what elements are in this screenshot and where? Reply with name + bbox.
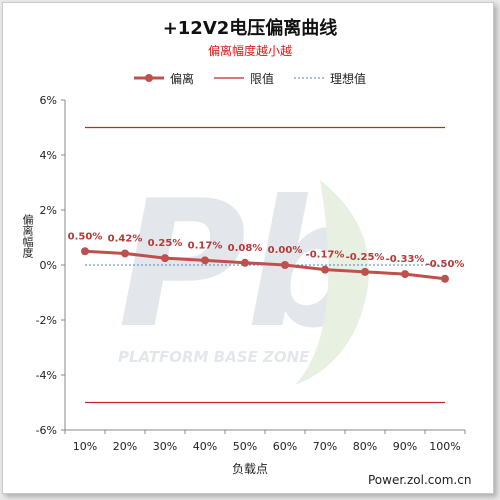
- x-tick-label: 100%: [429, 440, 460, 453]
- x-tick-label: 10%: [73, 440, 97, 453]
- y-tick-label: 6%: [40, 94, 57, 107]
- x-tick-label: 70%: [313, 440, 337, 453]
- x-tick-label: 40%: [193, 440, 217, 453]
- legend-label-ideal: 理想值: [330, 71, 367, 86]
- chart-subtitle: 偏离幅度越小越: [207, 44, 292, 58]
- x-tick-label: 60%: [273, 440, 297, 453]
- y-tick-label: -4%: [36, 369, 57, 382]
- x-tick-label: 90%: [393, 440, 417, 453]
- footer-site-text: Power.zol.com.cn: [368, 473, 472, 487]
- legend-item-limit: 限值: [213, 70, 274, 87]
- deviation-point: [121, 249, 129, 258]
- deviation-data-label: 0.08%: [228, 243, 263, 254]
- deviation-point: [201, 256, 209, 265]
- y-tick-label: 4%: [40, 149, 57, 162]
- deviation-data-label: 0.42%: [108, 233, 143, 244]
- deviation-point: [441, 274, 449, 283]
- deviation-data-label: 0.50%: [68, 231, 103, 242]
- x-tick-label: 80%: [353, 440, 377, 453]
- chart-title: +12V2电压偏离曲线: [162, 18, 338, 39]
- y-tick-label: -2%: [36, 314, 57, 327]
- x-tick-label: 20%: [113, 440, 137, 453]
- deviation-data-label: 0.17%: [188, 240, 223, 251]
- y-axis-label: 偏离幅度: [21, 214, 34, 258]
- deviation-series-line: [84, 249, 446, 281]
- deviation-point: [161, 254, 169, 263]
- deviation-data-label: -0.25%: [346, 252, 385, 263]
- x-tick-label: 30%: [153, 440, 177, 453]
- watermark-text: PLATFORM BASE ZONE: [118, 348, 310, 366]
- legend-label-deviation: 偏离: [169, 71, 194, 86]
- deviation-data-label: -0.17%: [306, 250, 345, 261]
- deviation-point: [241, 258, 249, 267]
- y-tick-label: -6%: [36, 424, 57, 437]
- deviation-point: [281, 261, 289, 269]
- deviation-point: [361, 267, 369, 276]
- x-axis-label: 负载点: [231, 462, 268, 476]
- legend-swatch-deviation: [133, 74, 164, 82]
- deviation-data-label: -0.50%: [426, 259, 465, 270]
- y-tick-label: 2%: [40, 204, 57, 217]
- legend-item-deviation: 偏离: [133, 70, 194, 87]
- legend-item-ideal: 理想值: [294, 70, 366, 87]
- deviation-data-label: 0.00%: [268, 245, 303, 256]
- legend-label-limit: 限值: [249, 71, 274, 86]
- watermark-swoosh: [295, 180, 369, 385]
- legend-swatch-ideal: [294, 77, 324, 79]
- chart-legend: 偏离 限值 理想值: [0, 69, 500, 87]
- deviation-point: [401, 270, 409, 279]
- y-tick-label: 0%: [40, 259, 57, 272]
- legend-swatch-limit: [213, 77, 244, 79]
- deviation-point: [81, 247, 89, 256]
- deviation-point: [321, 265, 329, 274]
- x-tick-label: 50%: [233, 440, 257, 453]
- deviation-data-label: -0.33%: [386, 254, 425, 265]
- deviation-data-label: 0.25%: [148, 238, 183, 249]
